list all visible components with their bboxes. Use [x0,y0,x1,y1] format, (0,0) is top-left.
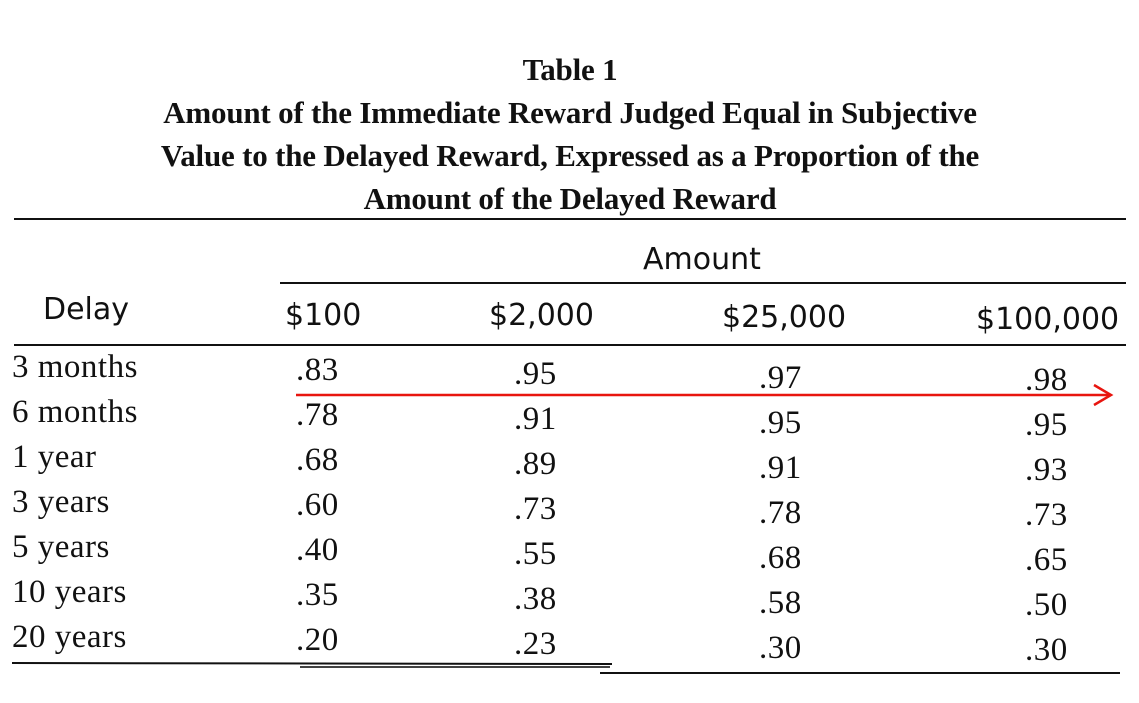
row-label: 6 months [12,394,138,430]
arrow-head-icon [1093,383,1114,407]
top-rule [14,218,1126,220]
column-header-2000: $2,000 [489,298,594,333]
table-cell: .38 [514,581,557,617]
table-cell: .97 [759,360,802,396]
table-cell: .95 [759,405,802,441]
column-header-25000: $25,000 [722,300,847,335]
bottom-rule-right [600,672,1120,674]
table-cell: .65 [1025,542,1068,578]
table-cell: .91 [759,450,802,486]
table-cell: .83 [296,352,339,388]
table-cell: .93 [1025,452,1068,488]
table-cell: .73 [514,491,557,527]
spanner-rule [280,282,1126,284]
table-cell: .95 [1025,407,1068,443]
table-cell: .95 [514,356,557,392]
table-cell: .68 [296,442,339,478]
table-cell: .50 [1025,587,1068,623]
table-cell: .58 [759,585,802,621]
table-cell: .73 [1025,497,1068,533]
bottom-rule-join [300,666,610,668]
table-title-line-3: Amount of the Delayed Reward [363,181,777,216]
table-cell: .55 [514,536,557,572]
row-label: 1 year [12,439,97,475]
table-caption: Table 1 Amount of the Immediate Reward J… [40,48,1100,220]
row-header: Delay [43,292,130,327]
table-cell: .78 [296,397,339,433]
row-label: 3 months [12,349,138,385]
column-header-100000: $100,000 [976,302,1120,337]
table-cell: .20 [296,622,339,658]
table-cell: .89 [514,446,557,482]
table-cell: .91 [514,401,557,437]
table-cell: .98 [1025,362,1068,398]
spanner-header: Amount [643,242,761,277]
row-label: 20 years [12,619,127,655]
table-cell: .23 [514,626,557,662]
table-title-line-1: Amount of the Immediate Reward Judged Eq… [163,95,977,130]
row-label: 3 years [12,484,110,520]
table-cell: .30 [1025,632,1068,668]
table-cell: .60 [296,487,339,523]
table-cell: .78 [759,495,802,531]
table-cell: .40 [296,532,339,568]
table-number: Table 1 [522,52,618,87]
table-cell: .68 [759,540,802,576]
table-title-line-2: Value to the Delayed Reward, Expressed a… [160,138,980,173]
column-header-100: $100 [285,298,362,333]
table-cell: .30 [759,630,802,666]
table-cell: .35 [296,577,339,613]
row-label: 10 years [12,574,127,610]
header-rule [14,344,1126,346]
row-label: 5 years [12,529,110,565]
